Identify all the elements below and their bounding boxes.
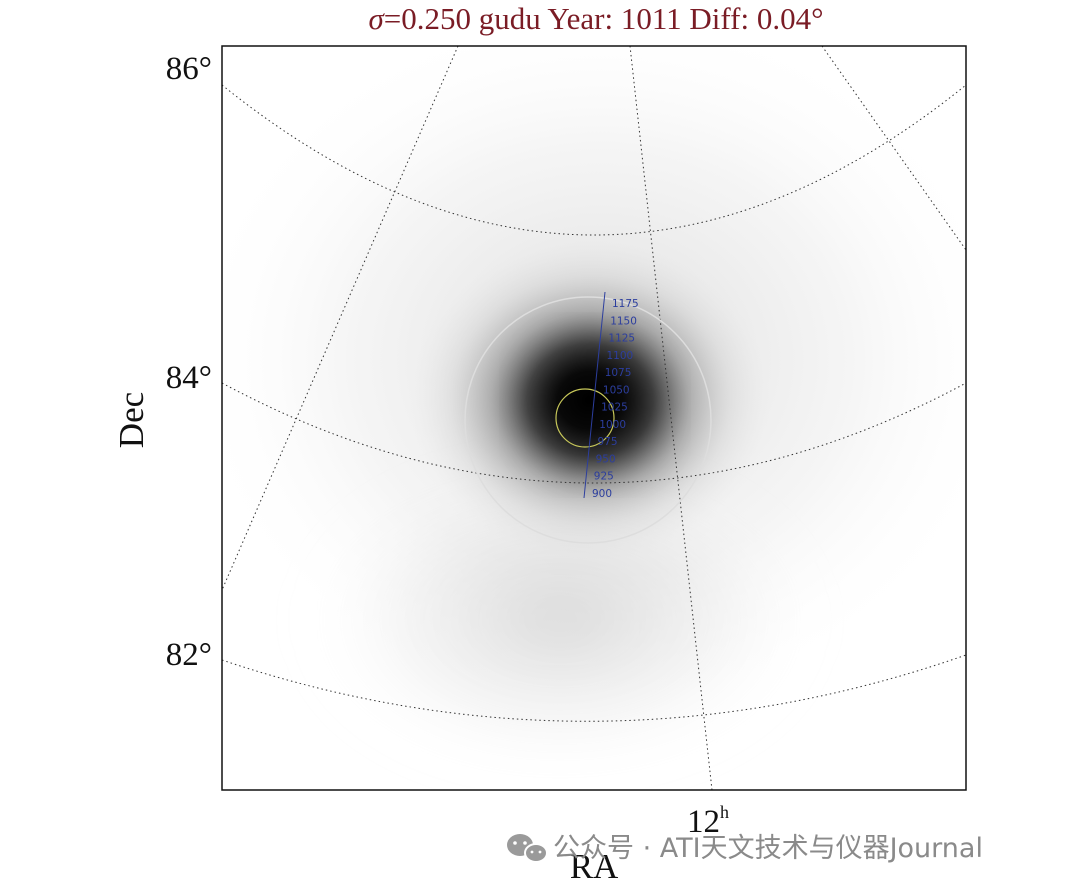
y-axis-label: Dec xyxy=(112,392,151,448)
inner-position-circle xyxy=(555,388,615,448)
plot-area: 1175 1150 1125 1100 1075 1050 1025 1000 975 950 92… xyxy=(221,45,967,791)
year-label-1150: 1150 xyxy=(610,315,637,327)
year-label-1100: 1100 xyxy=(607,350,634,362)
outer-uncertainty-circle xyxy=(464,296,712,544)
title-rest: =0.250 gudu Year: 1011 Diff: 0.04° xyxy=(384,1,824,36)
dec-tick-label-84: 84° xyxy=(166,360,212,396)
coordinate-grid xyxy=(222,46,966,790)
year-label-1075: 1075 xyxy=(605,367,632,379)
ra-tick-label-12h: 12h xyxy=(687,802,729,840)
watermark: 公众号 · ATI天文技术与仪器Journal xyxy=(507,833,983,864)
title-sigma-symbol: σ xyxy=(368,1,385,36)
year-label-1050: 1050 xyxy=(603,384,630,396)
chart-title: σ=0.250 gudu Year: 1011 Diff: 0.04° xyxy=(368,1,823,36)
year-label-975: 975 xyxy=(598,436,618,448)
density-haze-lower xyxy=(300,460,820,780)
year-label-1175: 1175 xyxy=(612,298,639,310)
x-axis-label: RA xyxy=(570,847,619,886)
dec-tick-label-82: 82° xyxy=(166,637,212,673)
year-label-900: 900 xyxy=(592,488,612,500)
density-core-dark xyxy=(535,347,655,463)
year-track-labels: 1175 1150 1125 1100 1075 1050 1025 1000 975 950 92… xyxy=(592,298,639,500)
density-heatmap xyxy=(222,46,966,780)
dec-line-86 xyxy=(222,84,966,236)
precession-track xyxy=(583,291,606,499)
dec-tick-label-86: 86° xyxy=(166,51,212,87)
year-label-950: 950 xyxy=(596,454,616,466)
year-label-925: 925 xyxy=(594,471,614,483)
ra-line-right xyxy=(821,46,966,251)
year-label-1025: 1025 xyxy=(601,402,628,414)
year-label-1000: 1000 xyxy=(599,419,626,431)
dec-line-82 xyxy=(222,654,966,722)
dec-line-84 xyxy=(222,382,966,484)
watermark-text: 公众号 · ATI天文技术与仪器Journal xyxy=(553,833,983,864)
wechat-icon xyxy=(507,834,548,863)
ra-line-12h xyxy=(629,46,713,790)
plot-frame xyxy=(221,45,967,791)
ra-tick-hours: 12 xyxy=(687,804,720,840)
ra-tick-superscript: h xyxy=(720,802,729,822)
overlay-markers: 1175 1150 1125 1100 1075 1050 1025 1000 975 950 92… xyxy=(464,291,712,544)
year-label-1125: 1125 xyxy=(608,333,635,345)
